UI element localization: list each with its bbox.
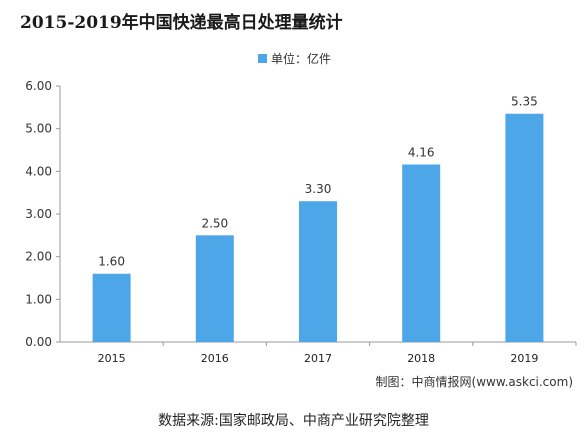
y-tick-label: 5.00 <box>25 122 52 136</box>
y-tick-label: 0.00 <box>25 335 52 349</box>
x-tick-label: 2015 <box>98 352 126 365</box>
y-tick-label: 6.00 <box>25 79 52 93</box>
y-tick-label: 1.00 <box>25 292 52 306</box>
legend-label: 单位：亿件 <box>271 52 332 66</box>
x-tick-label: 2017 <box>304 352 332 365</box>
legend: 单位：亿件 <box>258 50 331 67</box>
data-source-note: 数据来源:国家邮政局、中商产业研究院整理 <box>158 413 429 429</box>
y-tick-label: 4.00 <box>25 164 52 178</box>
bar-value-label: 1.60 <box>98 255 125 269</box>
x-tick-label: 2019 <box>510 352 538 365</box>
bar-2019 <box>505 113 544 342</box>
y-tick-label: 2.00 <box>25 250 52 264</box>
bar-value-label: 2.50 <box>201 216 228 230</box>
bar-chart: 0.00 1.00 2.00 3.00 4.00 5.00 6.00 1.60 2015 2.5… <box>25 79 577 365</box>
bar-2016 <box>195 235 234 342</box>
chart-card: 2015-2019年中国快递最高日处理量统计 单位：亿件 0.00 1.00 2.0… <box>20 13 577 389</box>
x-tick-label: 2018 <box>407 352 435 365</box>
x-tick-label: 2016 <box>201 352 229 365</box>
bar-value-label: 5.35 <box>511 95 538 109</box>
bar-value-label: 3.30 <box>305 182 332 196</box>
bar-value-label: 4.16 <box>408 146 435 160</box>
bar-2017 <box>299 201 337 342</box>
chart-credit: 制图：中商情报网(www.askci.com) <box>375 375 573 389</box>
y-tick-label: 3.00 <box>25 207 52 221</box>
bar-2015 <box>92 273 131 342</box>
legend-swatch <box>258 54 267 63</box>
bar-2018 <box>402 164 441 342</box>
chart-title: 2015-2019年中国快递最高日处理量统计 <box>20 13 343 33</box>
